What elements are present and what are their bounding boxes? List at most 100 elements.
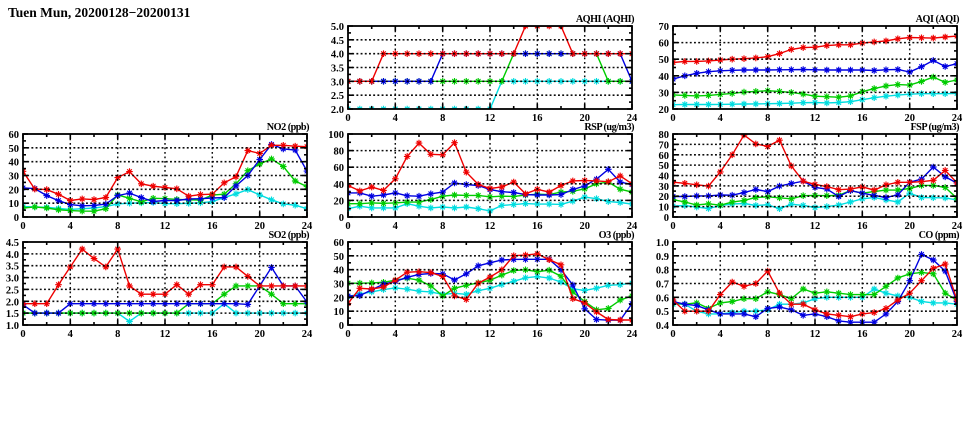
svg-text:40: 40	[334, 266, 345, 277]
svg-text:AQI (AQI): AQI (AQI)	[916, 14, 959, 25]
svg-text:4.0: 4.0	[6, 250, 19, 261]
svg-text:4.5: 4.5	[6, 238, 19, 249]
svg-text:24: 24	[627, 329, 638, 340]
svg-text:40: 40	[334, 180, 345, 191]
svg-text:20: 20	[254, 329, 265, 340]
svg-text:24: 24	[302, 329, 313, 340]
svg-text:20: 20	[579, 329, 590, 340]
svg-text:0.9: 0.9	[656, 252, 669, 263]
svg-text:0: 0	[345, 113, 350, 124]
svg-text:20: 20	[254, 221, 265, 232]
svg-text:3.5: 3.5	[6, 262, 19, 273]
svg-text:50: 50	[659, 55, 670, 66]
svg-text:20: 20	[904, 113, 915, 124]
svg-text:50: 50	[659, 161, 670, 172]
svg-text:30: 30	[334, 280, 345, 291]
svg-text:50: 50	[9, 144, 20, 155]
svg-text:16: 16	[532, 113, 543, 124]
svg-text:16: 16	[857, 113, 868, 124]
svg-text:Tuen Mun, 20200128−20200131: Tuen Mun, 20200128−20200131	[8, 5, 191, 20]
svg-text:0.4: 0.4	[656, 321, 670, 332]
svg-text:0.6: 0.6	[656, 293, 669, 304]
svg-text:16: 16	[857, 329, 868, 340]
svg-text:0: 0	[345, 221, 350, 232]
svg-text:O3 (ppb): O3 (ppb)	[599, 230, 634, 241]
svg-text:CO (ppm): CO (ppm)	[919, 230, 960, 241]
svg-text:10: 10	[334, 307, 345, 318]
svg-text:60: 60	[334, 238, 345, 249]
svg-text:0: 0	[14, 213, 19, 224]
svg-text:0: 0	[670, 221, 675, 232]
svg-text:20: 20	[659, 105, 670, 116]
svg-text:AQHI (AQHI): AQHI (AQHI)	[576, 14, 634, 25]
svg-text:16: 16	[207, 329, 218, 340]
svg-text:8: 8	[115, 329, 120, 340]
svg-text:0.7: 0.7	[656, 280, 669, 291]
svg-text:3.0: 3.0	[6, 274, 19, 285]
svg-text:12: 12	[485, 221, 496, 232]
svg-text:60: 60	[659, 39, 670, 50]
svg-text:20: 20	[579, 221, 590, 232]
svg-text:NO2 (ppb): NO2 (ppb)	[267, 122, 309, 133]
svg-text:20: 20	[659, 192, 670, 203]
svg-text:0: 0	[339, 213, 344, 224]
svg-text:1.0: 1.0	[6, 321, 19, 332]
svg-text:40: 40	[659, 172, 670, 183]
svg-text:4: 4	[68, 329, 74, 340]
svg-text:3.5: 3.5	[331, 64, 344, 75]
svg-text:30: 30	[9, 172, 20, 183]
svg-text:4: 4	[393, 329, 399, 340]
svg-text:24: 24	[952, 113, 963, 124]
svg-text:4: 4	[718, 221, 724, 232]
svg-text:0: 0	[664, 213, 669, 224]
svg-text:24: 24	[627, 113, 638, 124]
svg-text:12: 12	[485, 113, 496, 124]
svg-text:20: 20	[9, 185, 20, 196]
svg-text:20: 20	[579, 113, 590, 124]
svg-text:12: 12	[160, 221, 171, 232]
svg-text:100: 100	[328, 130, 344, 141]
svg-text:60: 60	[659, 151, 670, 162]
svg-text:2.0: 2.0	[6, 297, 19, 308]
svg-text:40: 40	[659, 72, 670, 83]
svg-text:40: 40	[9, 158, 20, 169]
svg-text:0.8: 0.8	[656, 266, 669, 277]
svg-text:12: 12	[160, 329, 171, 340]
svg-text:0.5: 0.5	[656, 307, 669, 318]
svg-text:8: 8	[440, 113, 445, 124]
svg-text:3.0: 3.0	[331, 77, 344, 88]
svg-text:8: 8	[765, 329, 770, 340]
svg-text:30: 30	[659, 182, 670, 193]
svg-text:20: 20	[334, 196, 345, 207]
svg-text:16: 16	[857, 221, 868, 232]
svg-text:12: 12	[485, 329, 496, 340]
svg-text:4: 4	[718, 113, 724, 124]
svg-text:30: 30	[659, 88, 670, 99]
svg-text:24: 24	[952, 329, 963, 340]
svg-text:16: 16	[207, 221, 218, 232]
svg-text:4: 4	[68, 221, 74, 232]
svg-text:SO2 (ppb): SO2 (ppb)	[268, 230, 309, 241]
svg-text:2.5: 2.5	[6, 285, 19, 296]
svg-text:12: 12	[810, 221, 821, 232]
svg-text:80: 80	[659, 130, 670, 141]
svg-text:20: 20	[334, 293, 345, 304]
svg-text:4: 4	[393, 221, 399, 232]
svg-text:12: 12	[810, 113, 821, 124]
svg-text:4: 4	[718, 329, 724, 340]
svg-text:10: 10	[9, 199, 20, 210]
svg-text:0: 0	[670, 113, 675, 124]
svg-text:70: 70	[659, 140, 670, 151]
svg-text:4.0: 4.0	[331, 50, 344, 61]
svg-text:8: 8	[440, 329, 445, 340]
svg-text:5.0: 5.0	[331, 22, 344, 33]
svg-text:50: 50	[334, 252, 345, 263]
svg-text:0: 0	[345, 329, 350, 340]
svg-text:0: 0	[20, 329, 25, 340]
svg-text:0: 0	[20, 221, 25, 232]
svg-text:60: 60	[9, 130, 20, 141]
svg-text:24: 24	[627, 221, 638, 232]
svg-text:1.5: 1.5	[6, 309, 19, 320]
svg-text:16: 16	[532, 221, 543, 232]
svg-text:20: 20	[904, 221, 915, 232]
